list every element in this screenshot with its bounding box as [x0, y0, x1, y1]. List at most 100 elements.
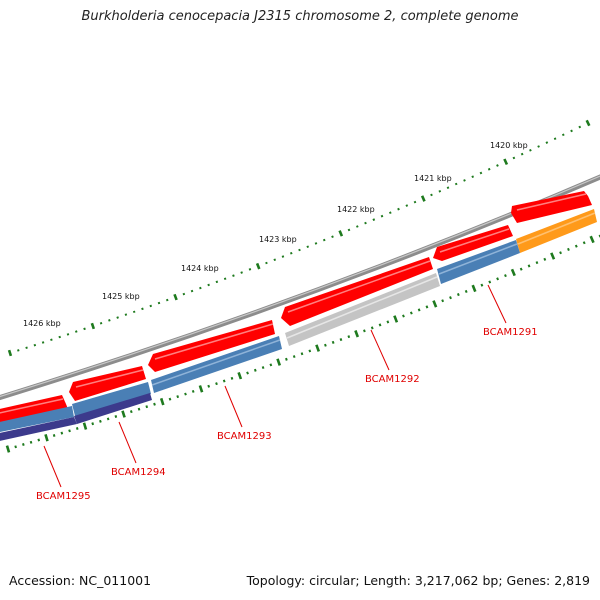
feature-bars — [0, 209, 597, 442]
outer-scale-tick — [578, 125, 582, 129]
outer-scale-tick — [265, 261, 268, 265]
feature-bar-highlight — [517, 212, 596, 245]
inner-scale-tick — [176, 395, 180, 399]
gene-arrow-highlight — [154, 323, 274, 360]
outer-scale-tick — [50, 338, 53, 342]
outer-scale-tick — [454, 182, 458, 186]
feature-bar-steel-blue[interactable] — [72, 382, 151, 416]
outer-scale-tick — [199, 286, 202, 290]
outer-scale-tick — [322, 238, 326, 242]
gene-label-bcam1294[interactable]: BCAM1294 — [111, 467, 166, 478]
inner-scale-tick — [378, 323, 382, 327]
inner-scale-tick — [300, 352, 304, 356]
outer-scale-tick — [471, 175, 475, 179]
outer-scale-tick — [420, 195, 426, 202]
outer-scale-tick — [347, 228, 351, 232]
feature-bar-navy[interactable] — [74, 393, 152, 424]
inner-scale-tick — [276, 358, 282, 366]
gene-label-bcam1291[interactable]: BCAM1291 — [483, 327, 538, 338]
inner-scale-tick — [339, 338, 343, 342]
chromosome-backbone — [0, 174, 600, 401]
outer-scale-tick — [215, 280, 219, 284]
outer-scale-tick — [141, 307, 144, 311]
kbp-label-1424: 1424 kbp — [181, 264, 219, 273]
outer-scale-tick — [314, 242, 318, 245]
gene-label-leaders — [43, 284, 507, 488]
inner-scale-tick — [480, 283, 484, 287]
inner-scale-tick — [504, 274, 507, 278]
inner-scale-tick — [75, 427, 79, 430]
inner-kbp-scale — [5, 234, 600, 453]
leader-line-bcam1293 — [224, 385, 243, 428]
gene-arrow-highlight — [287, 260, 431, 313]
gene-arrow-forward[interactable] — [0, 395, 68, 425]
inner-scale-tick — [159, 397, 165, 406]
outer-scale-tick — [182, 292, 186, 296]
inner-scale-tick — [52, 434, 56, 437]
feature-bar-highlight — [286, 276, 438, 339]
kbp-label-1425: 1425 kbp — [102, 292, 140, 301]
inner-scale-tick — [121, 410, 126, 418]
inner-scale-tick — [441, 299, 445, 303]
outer-scale-tick — [512, 156, 516, 160]
gene-arrow-highlight — [516, 193, 587, 211]
inner-scale-tick — [393, 315, 399, 323]
outer-scale-tick — [338, 230, 344, 237]
outer-scale-tick — [537, 145, 540, 148]
kbp-label-1420: 1420 kbp — [490, 141, 528, 150]
inner-scale-tick — [253, 368, 257, 372]
outer-scale-tick — [364, 221, 367, 225]
feature-bar-steel-blue[interactable] — [0, 406, 74, 433]
outer-scale-tick — [116, 316, 119, 319]
feature-bar-navy[interactable] — [0, 417, 77, 442]
inner-scale-tick — [315, 344, 321, 352]
inner-scale-tick — [22, 443, 25, 446]
gene-arrow-highlight — [0, 398, 64, 414]
outer-scale-tick — [17, 349, 20, 352]
inner-scale-tick — [292, 355, 296, 359]
gene-label-bcam1295[interactable]: BCAM1295 — [36, 491, 91, 502]
inner-scale-tick — [60, 431, 64, 435]
outer-kbp-scale — [7, 119, 591, 357]
inner-scale-tick — [114, 415, 118, 418]
gene-label-bcam1292[interactable]: BCAM1292 — [365, 374, 420, 385]
inner-scale-tick — [432, 300, 438, 308]
outer-scale-tick — [479, 171, 483, 175]
inner-scale-tick — [5, 445, 11, 453]
inner-scale-tick — [331, 340, 335, 344]
outer-scale-tick — [298, 248, 301, 252]
outer-scale-tick — [487, 167, 491, 171]
inner-scale-tick — [354, 330, 360, 338]
inner-scale-tick — [527, 264, 531, 268]
outer-scale-tick — [132, 310, 136, 314]
feature-bar-highlight — [151, 339, 281, 386]
inner-scale-tick — [222, 379, 226, 383]
outer-scale-tick — [190, 289, 194, 293]
gene-arrow-forward[interactable] — [511, 191, 592, 223]
inner-scale-tick — [82, 422, 88, 430]
outer-scale-tick — [463, 179, 466, 182]
gene-label-bcam1293[interactable]: BCAM1293 — [217, 431, 272, 442]
inner-scale-tick — [559, 251, 562, 255]
outer-scale-tick — [438, 189, 442, 193]
outer-scale-tick — [520, 152, 524, 156]
inner-scale-tick — [246, 371, 249, 375]
inner-scale-tick — [417, 308, 421, 312]
inner-scale-tick — [184, 392, 187, 396]
gene-labels: BCAM1291 BCAM1292 BCAM1293 BCAM1294 BCAM… — [36, 327, 538, 502]
inner-scale-tick — [402, 314, 405, 318]
outer-scale-tick — [33, 343, 37, 347]
kbp-label-1426: 1426 kbp — [23, 319, 61, 328]
outer-scale-tick — [496, 164, 499, 167]
inner-scale-tick — [106, 417, 110, 421]
inner-scale-tick — [449, 296, 452, 300]
outer-scale-tick — [74, 330, 78, 333]
inner-scale-tick — [456, 293, 460, 297]
outer-scale-tick — [306, 245, 310, 248]
kbp-label-1421: 1421 kbp — [414, 174, 452, 183]
outer-scale-tick — [446, 186, 450, 190]
inner-scale-tick — [567, 247, 570, 251]
inner-scale-tick — [129, 410, 133, 414]
outer-scale-tick — [7, 349, 13, 357]
